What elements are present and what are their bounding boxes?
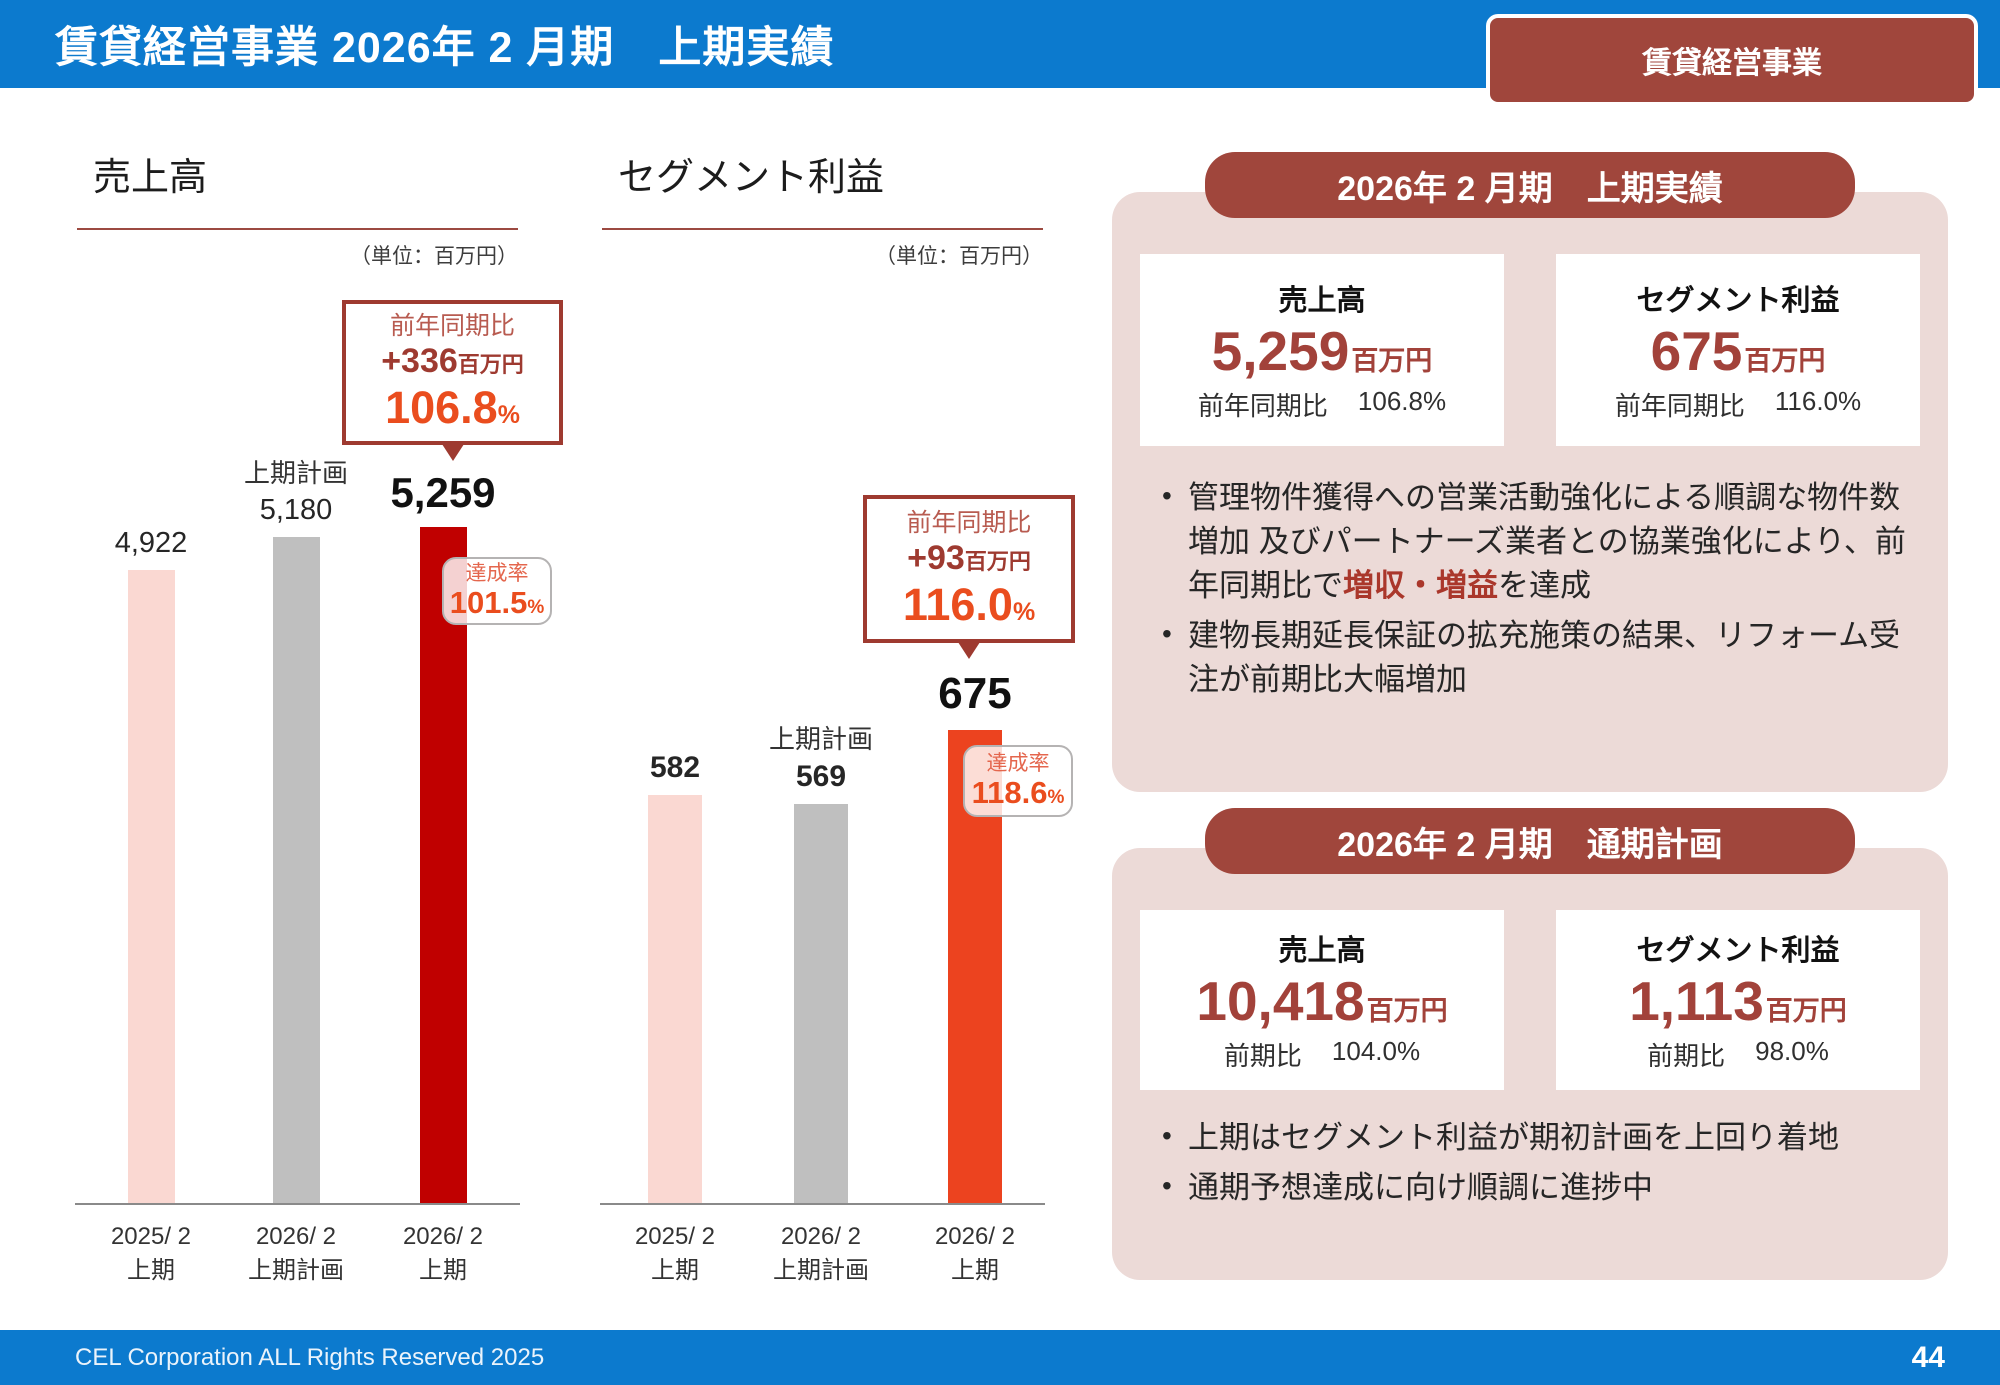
x-axis-line [75, 1203, 520, 1205]
yoy-callout-pct: 106.8% [385, 382, 520, 434]
bar-value-label: 675 [938, 669, 1012, 719]
card-title: 売上高 [1278, 284, 1366, 317]
yoy-callout-diff: +336百万円 [381, 342, 524, 381]
yoy-callout: 前年同期比 +93百万円 116.0% [863, 495, 1075, 643]
page-number: 44 [1911, 1340, 1945, 1374]
card-value: 5,259 百万円 [1211, 319, 1433, 382]
segment-badge: 賃貸経営事業 [1486, 14, 1978, 106]
card-ratio: 前年同期比 106.8% [1197, 386, 1447, 422]
achievement-badge: 達成率 118.6% [963, 745, 1073, 817]
bar-group: 582 [600, 746, 750, 1203]
results-profit-card: セグメント利益 675 百万円 前年同期比 116.0% [1556, 254, 1920, 446]
x-tick-label: 2025/ 2 上期 [110, 1223, 192, 1284]
unit-note: （単位：百万円） [350, 245, 518, 268]
results-sales-card: 売上高 5,259 百万円 前年同期比 106.8% [1140, 254, 1504, 446]
card-ratio: 前期比 98.0% [1647, 1036, 1829, 1072]
yoy-callout-pct: 116.0% [902, 578, 1036, 630]
bar-2026-2-h1-actual [419, 527, 467, 1203]
bar-group: 5,259 [368, 464, 518, 1203]
achievement-pct: 101.5% [449, 584, 545, 620]
bar-value-label: 4,922 [114, 527, 188, 560]
yoy-callout-diff: +93百万円 [907, 538, 1031, 577]
plan-panel: 売上高 10,418 百万円 前期比 104.0% セグメント利益 1,113 百万円… [1112, 848, 1948, 1280]
bar-2025-2-h1 [127, 570, 175, 1203]
bar-value-label: 582 [649, 751, 701, 784]
bar-2026-2-h1-plan [794, 804, 848, 1203]
unit-note: （単位：百万円） [875, 245, 1043, 268]
bar-group: 上期計画 5,180 [221, 457, 371, 1203]
card-value: 675 百万円 [1650, 319, 1826, 382]
bar-group: 上期計画 569 [746, 723, 896, 1203]
plan-bullet-list: 上期はセグメント利益が期初計画を上回り着地 通期予想達成に向け順調に進捗中 [1152, 1116, 1924, 1216]
x-axis-line [600, 1203, 1045, 1205]
results-bullet-list: 管理物件獲得への営業活動強化による順調な物件数増加 及びパートナーズ業者との協業… [1152, 476, 1924, 708]
x-tick-label: 2026/ 2 上期 [934, 1223, 1016, 1284]
copyright-text: CEL Corporation ALL Rights Reserved 2025 [75, 1343, 545, 1371]
plan-profit-card: セグメント利益 1,113 百万円 前期比 98.0% [1556, 910, 1920, 1090]
card-value: 1,113 百万円 [1629, 969, 1847, 1032]
bar-top-label: 上期計画 [768, 723, 873, 754]
yoy-callout: 前年同期比 +336百万円 106.8% [342, 300, 563, 445]
bar-2025-2-h1 [648, 795, 702, 1203]
sales-chart-title: 売上高 [93, 157, 208, 199]
x-tick-label: 2026/ 2 上期計画 [248, 1223, 344, 1284]
x-tick-label: 2025/ 2 上期 [634, 1223, 716, 1284]
card-title: セグメント利益 [1636, 284, 1840, 317]
sales-chart: 売上高 （単位：百万円） 4,922 上期計画 5,180 5,259 前年同期… [75, 140, 563, 1290]
card-value: 10,418 百万円 [1196, 969, 1448, 1032]
plan-panel-heading: 2026年 2 月期 通期計画 [1205, 808, 1855, 874]
bullet-item: 通期予想達成に向け順調に進捗中 [1152, 1166, 1924, 1210]
bar-top-label: 上期計画 [243, 457, 348, 488]
bar-value-label: 5,259 [390, 468, 496, 516]
card-ratio: 前年同期比 116.0% [1614, 386, 1862, 422]
achievement-pct: 118.6% [971, 774, 1065, 810]
bullet-item: 管理物件獲得への営業活動強化による順調な物件数増加 及びパートナーズ業者との協業… [1152, 476, 1924, 608]
achievement-label: 達成率 [986, 752, 1050, 776]
results-panel-heading: 2026年 2 月期 上期実績 [1205, 152, 1855, 218]
bullet-item: 建物長期延長保証の拡充施策の結果、リフォーム受注が前期比大幅増加 [1152, 614, 1924, 702]
bar-group: 4,922 [76, 522, 226, 1203]
plan-sales-card: 売上高 10,418 百万円 前期比 104.0% [1140, 910, 1504, 1090]
footer-bar: CEL Corporation ALL Rights Reserved 2025… [0, 1330, 2000, 1385]
yoy-callout-label: 前年同期比 [389, 312, 515, 341]
bullet-item: 上期はセグメント利益が期初計画を上回り着地 [1152, 1116, 1924, 1160]
bar-value-label: 5,180 [259, 494, 333, 527]
title-underline [602, 228, 1043, 230]
bar-value-label: 569 [795, 760, 847, 793]
profit-chart: セグメント利益 （単位：百万円） 582 上期計画 569 675 前年同期比 … [600, 140, 1075, 1290]
title-underline [77, 228, 518, 230]
page-title: 賃貸経営事業 2026年 2 月期 上期実績 [55, 24, 835, 72]
profit-plot-area: 582 上期計画 569 675 [600, 140, 1045, 1203]
card-ratio: 前期比 104.0% [1223, 1036, 1421, 1072]
sales-plot-area: 4,922 上期計画 5,180 5,259 [75, 140, 520, 1203]
results-panel: 売上高 5,259 百万円 前年同期比 106.8% セグメント利益 675 百万円 … [1112, 192, 1948, 792]
card-title: セグメント利益 [1636, 934, 1840, 967]
x-tick-label: 2026/ 2 上期計画 [773, 1223, 869, 1284]
achievement-label: 達成率 [465, 562, 529, 586]
achievement-badge: 達成率 101.5% [442, 557, 552, 625]
yoy-callout-label: 前年同期比 [906, 508, 1032, 537]
card-title: 売上高 [1278, 934, 1366, 967]
x-tick-label: 2026/ 2 上期 [402, 1223, 484, 1284]
profit-chart-title: セグメント利益 [618, 157, 885, 199]
bar-2026-2-h1-plan [272, 537, 320, 1203]
